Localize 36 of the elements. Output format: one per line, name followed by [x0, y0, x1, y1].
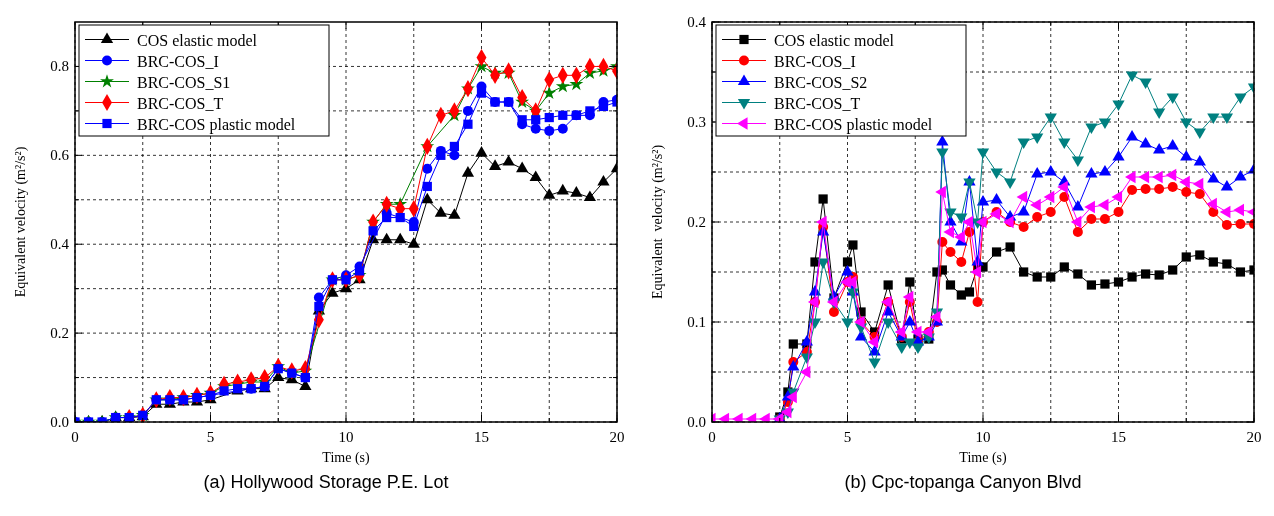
legend-label: COS elastic model — [137, 31, 258, 49]
text: (b) Cpc-topanga Canyon Blvd — [844, 472, 1082, 492]
legend-label: BRC-COS_S2 — [774, 73, 868, 91]
x-tick-label: 15 — [1111, 429, 1126, 445]
y-tick-label: 0.8 — [50, 58, 69, 75]
x-tick-label: 15 — [474, 429, 489, 445]
y-tick-label: 0.4 — [687, 14, 707, 30]
x-tick-label: 20 — [1246, 429, 1262, 445]
x-tick-label: 10 — [975, 429, 991, 445]
y-tick-label: 0.1 — [687, 314, 706, 330]
x-tick-label: 10 — [338, 429, 354, 445]
legend-label: BRC-COS_I — [137, 52, 219, 70]
x-tick-label: 5 — [206, 429, 215, 445]
x-axis-title: Time (s) — [322, 450, 370, 466]
y-axis-title: Equivalent velocity (m²/s²) — [650, 144, 666, 300]
x-tick-label: 20 — [609, 429, 625, 445]
y-tick-label: 0.6 — [50, 147, 70, 164]
legend-label: BRC-COS_T — [137, 94, 224, 112]
x-tick-label: 5 — [843, 429, 852, 445]
legend-label: BRC-COS_T — [774, 94, 861, 112]
legend-label: BRC-COS_I — [774, 52, 856, 70]
x-axis-title: Time (s) — [959, 450, 1007, 466]
y-tick-label: 0.2 — [50, 325, 69, 342]
y-tick-label: 0.0 — [50, 414, 69, 430]
y-tick-label: 0.0 — [687, 414, 706, 430]
y-tick-label: 0.4 — [50, 236, 70, 253]
x-tick-label: 0 — [71, 429, 79, 445]
legend-label: BRC-COS_S1 — [137, 73, 231, 91]
text: (a) Hollywood Storage P.E. Lot — [203, 472, 449, 492]
legend-label: BRC-COS plastic model — [774, 115, 933, 134]
legend-label: COS elastic model — [774, 31, 895, 49]
y-tick-label: 0.3 — [687, 114, 706, 130]
y-axis-title: Equivalent velocity (m²/s²) — [13, 146, 29, 298]
legend-label: BRC-COS plastic model — [137, 115, 296, 134]
y-tick-label: 0.2 — [687, 214, 706, 230]
x-tick-label: 0 — [708, 429, 716, 445]
